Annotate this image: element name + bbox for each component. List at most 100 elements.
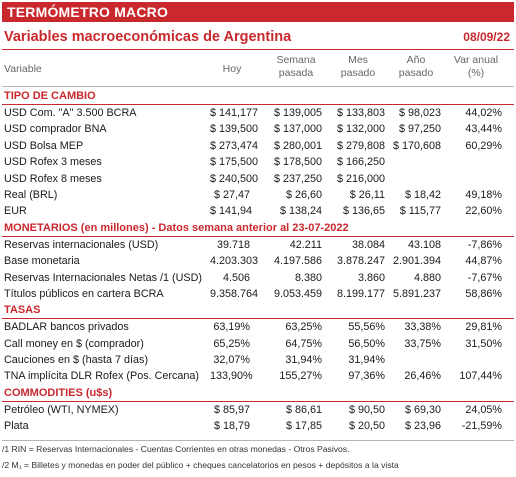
header-var-line1: Var anual: [453, 54, 499, 66]
cell-var-anual: -21,59%: [461, 420, 502, 433]
cell-hoy: $ 141,94: [210, 205, 253, 218]
cell-var-anual: 43,44%: [465, 123, 502, 136]
cell-mes-pasado: $ 132,000: [336, 123, 385, 136]
cell-anio-pasado: $ 18,42: [404, 188, 441, 201]
cell-hoy: 32,07%: [213, 354, 250, 367]
cell-semana-pasada: 4.197.586: [273, 255, 322, 268]
cell-semana-pasada: 9.053.459: [273, 287, 322, 300]
cell-hoy: 4.506: [222, 271, 250, 284]
cell-semana-pasada: 64,75%: [285, 337, 322, 350]
cell-anio-pasado: 33,75%: [404, 337, 441, 350]
cell-semana-pasada: 42.211: [289, 238, 322, 251]
cell-hoy: $ 85,97: [213, 403, 250, 416]
row-label: Títulos públicos en cartera BCRA: [4, 287, 164, 300]
cell-anio-pasado: $ 69,30: [404, 403, 441, 416]
header-semana-line1: Semana: [276, 54, 316, 66]
header-mes: Mes pasado: [330, 54, 386, 80]
row-label: Call money en $ (comprador): [4, 337, 144, 350]
row-label: Petróleo (WTI, NYMEX): [4, 403, 119, 416]
header-anio: Año pasado: [388, 54, 444, 80]
cell-semana-pasada: $ 237,250: [273, 172, 322, 185]
cell-anio-pasado: 43.108: [407, 238, 441, 251]
cell-hoy: $ 240,500: [210, 172, 259, 185]
cell-semana-pasada: $ 26,60: [285, 188, 322, 201]
row-label: EUR: [4, 205, 27, 218]
cell-semana-pasada: 63,25%: [285, 321, 322, 334]
cell-semana-pasada: $ 138,24: [279, 205, 322, 218]
table-row: USD comprador BNA $ 139,500 $ 137,000 $ 132…: [2, 121, 514, 137]
row-label: USD Com. "A" 3.500 BCRA: [4, 107, 137, 119]
indicator-table: TIPO DE CAMBIO USD Com. "A" 3.500 BCRA $ 1…: [2, 88, 514, 435]
report-date: 08/09/22: [463, 30, 510, 44]
cell-var-anual: 24,05%: [465, 403, 502, 416]
cell-var-anual: 58,86%: [465, 287, 502, 300]
cell-hoy: 65,25%: [213, 337, 250, 350]
cell-mes-pasado: 56,50%: [348, 337, 385, 350]
cell-anio-pasado: 26,46%: [404, 370, 441, 383]
table-row: Petróleo (WTI, NYMEX) $ 85,97 $ 86,61 $ 90,…: [2, 402, 514, 418]
cell-semana-pasada: $ 280,001: [273, 139, 322, 152]
row-label: BADLAR bancos privados: [4, 321, 129, 334]
section-header: TASAS: [2, 302, 514, 320]
cell-var-anual: 22,60%: [465, 205, 502, 218]
cell-anio-pasado: 2.901.394: [392, 255, 441, 268]
cell-hoy: $ 139,500: [210, 123, 259, 136]
header-var: Var anual (%): [446, 54, 506, 80]
cell-semana-pasada: $ 17,85: [285, 420, 322, 433]
table-row: Plata $ 18,79 $ 17,85 $ 20,50 $ 23,96 -21,59%: [2, 418, 514, 434]
cell-hoy: $ 141,177: [210, 107, 259, 119]
cell-mes-pasado: 55,56%: [348, 321, 385, 334]
cell-mes-pasado: $ 216,000: [336, 172, 385, 185]
row-label: Cauciones en $ (hasta 7 días): [4, 354, 149, 367]
row-label: USD Rofex 8 meses: [4, 172, 102, 185]
header-anio-line1: Año: [406, 54, 426, 66]
cell-anio-pasado: $ 115,77: [399, 205, 441, 218]
cell-hoy: 133,90%: [210, 370, 253, 383]
cell-semana-pasada: $ 178,500: [273, 156, 322, 169]
header-semana: Semana pasada: [268, 54, 324, 80]
cell-mes-pasado: 3.860: [357, 271, 385, 284]
row-label: Reservas Internacionales Netas /1 (USD): [4, 271, 203, 284]
header-mes-line2: pasado: [340, 67, 376, 79]
table-row: USD Rofex 8 meses $ 240,500 $ 237,250 $ 216…: [2, 171, 514, 187]
cell-var-anual: 60,29%: [465, 139, 502, 152]
cell-semana-pasada: $ 139,005: [273, 107, 322, 119]
cell-var-anual: -7,86%: [467, 238, 502, 251]
table-row: USD Bolsa MEP $ 273,474 $ 280,001 $ 279,808…: [2, 138, 514, 154]
cell-mes-pasado: 97,36%: [348, 370, 385, 383]
cell-var-anual: 44,02%: [465, 107, 502, 119]
cell-anio-pasado: $ 23,96: [404, 420, 441, 433]
cell-anio-pasado: 5.891.237: [392, 287, 441, 300]
cell-semana-pasada: $ 137,000: [273, 123, 322, 136]
cell-var-anual: 44,87%: [465, 255, 502, 268]
cell-hoy: 63,19%: [213, 321, 250, 334]
table-row: Reservas Internacionales Netas /1 (USD) 4…: [2, 270, 514, 286]
row-label: Base monetaria: [4, 255, 80, 268]
row-label: Reservas internacionales (USD): [4, 238, 159, 251]
header-variable: Variable: [4, 63, 42, 75]
cell-mes-pasado: 8.199.177: [336, 287, 385, 300]
table-row: Real (BRL) $ 27,47 $ 26,60 $ 26,11 $ 18,42 49…: [2, 187, 514, 203]
cell-mes-pasado: $ 90,50: [348, 403, 385, 416]
cell-semana-pasada: $ 86,61: [285, 403, 322, 416]
table-row: TNA implícita DLR Rofex (Pos. Cercana) 13…: [2, 368, 514, 384]
cell-mes-pasado: $ 26,11: [349, 188, 385, 201]
cell-mes-pasado: $ 133,803: [336, 107, 385, 119]
cell-hoy: $ 273,474: [210, 139, 259, 152]
section-header: TIPO DE CAMBIO: [2, 88, 514, 105]
cell-mes-pasado: $ 136,65: [342, 205, 385, 218]
cell-mes-pasado: $ 20,50: [348, 420, 385, 433]
cell-hoy: 39.718: [216, 238, 250, 251]
cell-mes-pasado: $ 279,808: [336, 139, 385, 152]
row-label: TNA implícita DLR Rofex (Pos. Cercana): [4, 370, 200, 383]
table-row: USD Rofex 3 meses $ 175,500 $ 178,500 $ 166…: [2, 154, 514, 170]
header-mes-line1: Mes: [348, 54, 368, 66]
cell-mes-pasado: 3.878.247: [336, 255, 385, 268]
header-hoy: Hoy: [222, 63, 242, 75]
cell-anio-pasado: $ 170,608: [392, 139, 441, 152]
cell-hoy: 9.358.764: [210, 287, 259, 300]
cell-semana-pasada: 155,27%: [279, 370, 322, 383]
table-row: USD Com. "A" 3.500 BCRA $ 141,177 $ 139,00…: [2, 105, 514, 121]
row-label: Real (BRL): [4, 188, 58, 201]
footnote-m1: /2 M₁ = Billetes y monedas en poder del …: [2, 460, 399, 470]
